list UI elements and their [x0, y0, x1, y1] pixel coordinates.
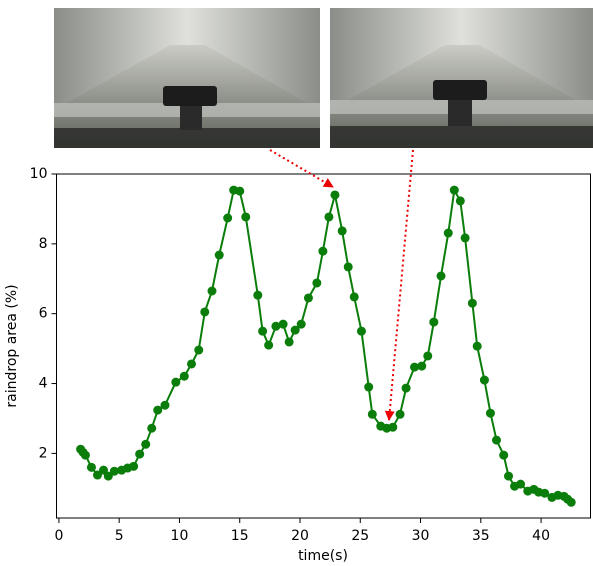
photo-left: [54, 8, 320, 148]
data-point: [337, 226, 347, 236]
data-point: [485, 408, 495, 418]
data-point: [349, 292, 359, 302]
x-tick-label: 0: [54, 528, 63, 544]
data-point: [504, 471, 514, 481]
data-point: [86, 462, 96, 472]
data-point: [241, 212, 251, 222]
x-tick-label: 25: [351, 528, 369, 544]
data-point: [467, 298, 477, 308]
x-tick-label: 35: [472, 528, 490, 544]
data-point: [417, 361, 427, 371]
data-point: [135, 449, 145, 459]
data-point: [284, 337, 294, 347]
data-point: [367, 409, 377, 419]
data-point: [410, 362, 420, 372]
data-point: [318, 246, 328, 256]
data-point: [258, 326, 268, 336]
annotation-arrow: [384, 149, 414, 421]
y-tick-label: 10: [30, 166, 48, 182]
data-point: [516, 479, 526, 489]
data-point: [141, 439, 151, 449]
data-point: [278, 319, 288, 329]
data-point: [296, 319, 306, 329]
data-point: [540, 488, 550, 498]
data-point: [80, 450, 90, 460]
photo-right: [330, 8, 593, 148]
data-point: [343, 262, 353, 272]
data-point: [455, 196, 465, 206]
annotation-arrow: [269, 149, 334, 188]
data-point: [491, 435, 501, 445]
x-tick-label: 30: [412, 528, 430, 544]
data-point: [129, 461, 139, 471]
data-point: [449, 185, 459, 195]
data-point: [235, 186, 245, 196]
data-point: [187, 359, 197, 369]
data-point: [92, 470, 102, 480]
data-point: [223, 213, 233, 223]
data-point: [472, 341, 482, 351]
data-point: [109, 466, 119, 476]
data-point: [429, 317, 439, 327]
data-point: [103, 471, 113, 481]
data-point: [179, 371, 189, 381]
y-tick-label: 6: [39, 306, 48, 322]
data-point: [290, 325, 300, 335]
data-point: [207, 286, 217, 296]
data-point: [214, 250, 224, 260]
x-tick-label: 5: [115, 528, 124, 544]
x-tick-label: 20: [291, 528, 309, 544]
y-tick-label: 8: [39, 236, 48, 252]
data-point: [264, 340, 274, 350]
data-point: [194, 345, 204, 355]
data-point: [423, 351, 433, 361]
data-point: [388, 422, 398, 432]
x-tick-label: 40: [532, 528, 550, 544]
x-axis-label: time(s): [298, 548, 348, 564]
data-point: [330, 190, 340, 200]
data-point: [303, 293, 313, 303]
data-point: [153, 405, 163, 415]
y-tick-label: 2: [39, 445, 48, 461]
data-point: [401, 383, 411, 393]
data-point: [566, 497, 576, 507]
data-point: [460, 233, 470, 243]
data-line: [79, 187, 572, 504]
y-axis-label: raindrop area (%): [4, 284, 20, 407]
x-tick-label: 10: [171, 528, 189, 544]
data-point: [312, 278, 322, 288]
data-point: [364, 382, 374, 392]
data-point: [324, 212, 334, 222]
data-point: [271, 321, 281, 331]
data-point: [443, 228, 453, 238]
data-point: [200, 307, 210, 317]
axes-frame: [56, 173, 591, 519]
data-point: [479, 375, 489, 385]
data-point: [171, 377, 181, 387]
y-tick-label: 4: [39, 376, 48, 392]
data-point: [160, 400, 170, 410]
data-point: [436, 271, 446, 281]
data-point: [395, 409, 405, 419]
data-point: [499, 450, 509, 460]
data-point: [356, 326, 366, 336]
x-tick-label: 15: [231, 528, 249, 544]
data-point: [147, 423, 157, 433]
data-point: [253, 290, 263, 300]
